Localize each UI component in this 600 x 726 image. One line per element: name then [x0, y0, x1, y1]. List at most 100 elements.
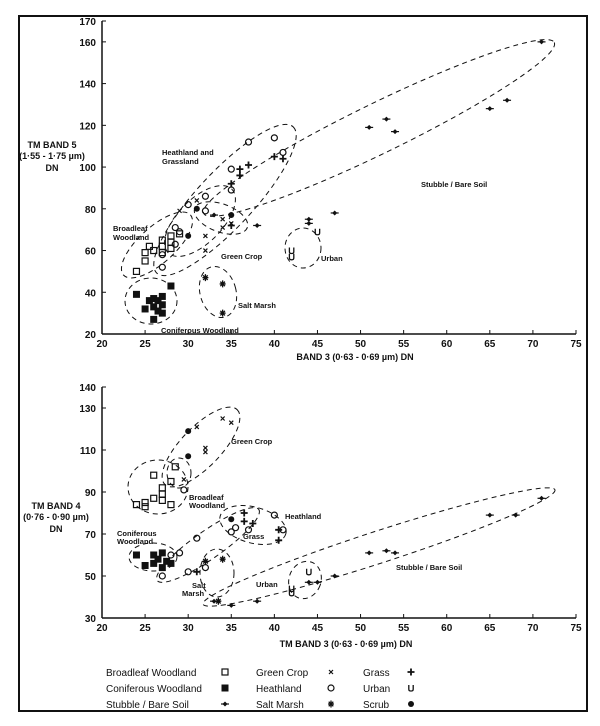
filled-square-marker: [132, 551, 140, 559]
open-circle-marker: [227, 528, 235, 536]
x-marker: [202, 248, 208, 253]
u-marker: [288, 253, 295, 261]
diamond-marker: [210, 598, 219, 604]
diamond-body: [366, 124, 372, 130]
plus-marker: [193, 568, 201, 576]
x-tick-label: 50: [355, 339, 367, 350]
x-tick-label: 75: [570, 623, 582, 634]
diamond-body: [306, 216, 312, 222]
x-tick-label: 40: [269, 339, 281, 350]
open-circle-marker: [193, 534, 201, 542]
x-marker: [228, 420, 234, 426]
class-annotation: Marsh: [182, 589, 205, 598]
series-stubble-bare-soil: [210, 495, 546, 608]
x-tick-label: 50: [355, 623, 367, 634]
class-annotation: Woodland: [113, 233, 150, 242]
class-annotation: Coniferous Woodland: [161, 326, 239, 335]
x-tick-label: 65: [484, 623, 496, 634]
x-tick-label: 55: [398, 623, 410, 634]
x-axis-label: BAND 3 (0·63 - 0·69 µm) DN: [296, 352, 413, 362]
series-green-crop: [181, 416, 234, 482]
filled-circle-marker: [185, 453, 192, 460]
diamond-marker: [485, 512, 494, 518]
open-square-marker: [141, 249, 149, 257]
diamond-marker: [304, 220, 313, 226]
diamond-body: [228, 602, 234, 608]
class-boundary-ellipse: [161, 406, 241, 488]
diamond-body: [306, 220, 312, 226]
class-boundary-ellipse: [202, 487, 556, 607]
plus-marker: [236, 165, 244, 173]
filled-square-marker: [158, 301, 166, 309]
x-tick-label: 45: [312, 623, 324, 634]
class-annotation: Stubble / Bare Soil: [421, 180, 487, 189]
open-circle-marker: [327, 684, 335, 692]
plus-marker: [240, 517, 248, 525]
plus-marker: [275, 526, 283, 534]
y-axis-label: (1·55 - 1·75 µm): [19, 151, 85, 161]
diamond-body: [211, 598, 217, 604]
open-square-marker: [175, 230, 184, 238]
open-square-marker: [132, 501, 141, 509]
series-grass: [193, 509, 283, 576]
x-tick-label: 60: [441, 623, 453, 634]
x-marker: [202, 233, 208, 239]
diamond-body: [366, 550, 372, 556]
star-marker: [202, 557, 209, 565]
plus-marker: [275, 536, 283, 544]
y-axis-label: TM BAND 4: [32, 501, 81, 511]
filled-square-marker: [167, 282, 175, 290]
x-tick-label: 70: [527, 339, 539, 350]
x-axis-label: TM BAND 3 (0·63 - 0·69 µm) DN: [280, 639, 413, 649]
series-stubble-bare-soil: [210, 39, 546, 228]
x-marker: [177, 208, 182, 214]
diamond-marker: [382, 116, 391, 122]
diamond-marker: [330, 573, 339, 579]
diamond-marker: [503, 97, 512, 103]
open-circle-marker: [201, 563, 210, 572]
filled-square-marker: [158, 309, 166, 317]
legend: Broadleaf Woodland Green Crop Grass Conifer…: [106, 668, 415, 711]
open-circle-marker: [158, 572, 166, 580]
x-marker: [220, 416, 226, 421]
diamond-marker: [365, 550, 374, 556]
class-annotation: Green Crop: [231, 437, 273, 446]
x-tick-label: 55: [398, 339, 410, 350]
open-square-marker: [132, 267, 141, 275]
chart-2: 20 25 30 35 40 45 50 55 60 65 70 75 30 50 70 90 110 130 14…: [23, 383, 582, 649]
filled-square-marker: [150, 303, 158, 311]
open-circle-marker: [158, 263, 166, 271]
class-annotation: Broadleaf: [113, 224, 148, 233]
plus-marker: [227, 180, 235, 188]
open-circle-marker: [227, 186, 235, 194]
class-boundary-ellipse: [219, 505, 287, 545]
diamond-body: [383, 548, 389, 554]
x-tick-label: 30: [183, 339, 195, 350]
x-marker: [194, 424, 200, 430]
open-square-marker: [167, 232, 175, 240]
u-marker: [408, 685, 414, 692]
open-square-marker: [141, 503, 149, 511]
x-tick-label: 20: [96, 623, 108, 634]
legend-label: Scrub: [363, 700, 390, 711]
class-annotation: Grass: [243, 532, 264, 541]
open-square-marker: [141, 257, 149, 265]
filled-square-marker: [154, 555, 162, 563]
open-circle-marker: [171, 223, 179, 232]
class-boundary-ellipse: [288, 560, 322, 600]
open-square-marker: [150, 471, 158, 479]
open-square-marker: [167, 244, 175, 253]
filled-square-marker: [150, 315, 158, 323]
diamond-marker: [330, 210, 339, 216]
open-circle-marker: [180, 486, 188, 494]
series-scrub: [185, 428, 235, 523]
series-urban: [288, 228, 321, 261]
diamond-marker: [391, 550, 400, 556]
filled-square-marker: [158, 564, 166, 572]
diamond-marker: [227, 602, 236, 608]
x-tick-label: 40: [269, 623, 281, 634]
open-circle-marker: [175, 549, 184, 557]
filled-square-marker: [150, 295, 158, 303]
class-annotation: Coniferous: [117, 529, 157, 538]
